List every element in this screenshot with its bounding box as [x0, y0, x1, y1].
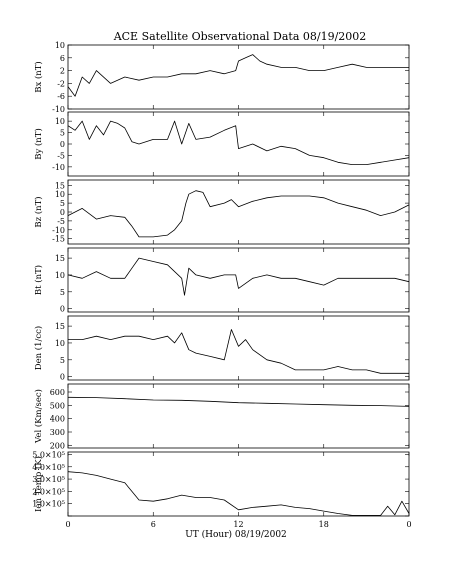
- y-tick-label: 5.0×10⁵: [32, 450, 65, 459]
- y-tick-label: 3.0×10⁵: [32, 475, 65, 484]
- panel-frame: [67, 44, 410, 110]
- figure-title: ACE Satellite Observational Data 08/19/2…: [113, 30, 367, 43]
- y-tick-label: -10: [52, 163, 65, 172]
- y-axis-label: Bt (nT): [33, 265, 44, 295]
- y-tick-label: 5: [60, 356, 65, 365]
- series-line-temp: [67, 471, 410, 516]
- x-tick-label: 18: [319, 520, 329, 529]
- series-line-bt: [67, 257, 410, 296]
- panel-frame: [67, 451, 410, 517]
- y-tick-label: 0: [60, 140, 65, 149]
- y-tick-label: 6: [60, 54, 65, 63]
- y-tick-label: -2: [57, 79, 65, 88]
- panel-by: -10 -5 0 5 10 By (nT): [33, 111, 410, 177]
- series-line-bx: [67, 54, 409, 97]
- y-tick-label: 200: [50, 441, 65, 450]
- panel-temp: 1.0×10⁵ 2.0×10⁵ 3.0×10⁵ 4.0×10⁵ 5.0×10⁵ 0 6 12 1…: [32, 450, 411, 529]
- panel-vel: 200 300 400 500 600 Vel (Km/sec): [33, 383, 410, 450]
- panel-frame: [67, 179, 410, 245]
- y-tick-label: 4.0×10⁵: [32, 463, 65, 472]
- y-tick-label: 5: [60, 288, 65, 297]
- y-axis-label: By (nT): [33, 128, 44, 160]
- y-tick-label: 500: [50, 401, 65, 410]
- series-line-bz: [67, 190, 410, 238]
- panel-bx: -10 -6 -2 2 6 10 Bx (nT): [33, 41, 410, 114]
- x-tick-label: 0: [65, 520, 70, 529]
- x-tick-label: 12: [233, 520, 243, 529]
- y-tick-label: 300: [50, 428, 65, 437]
- y-axis-label: Bx (nT): [33, 61, 44, 93]
- panel-frame: [67, 315, 410, 381]
- y-tick-label: 2.0×10⁵: [32, 487, 65, 496]
- y-tick-label: 0: [60, 305, 65, 314]
- y-tick-label: 400: [50, 415, 65, 424]
- x-tick-label: 6: [151, 520, 156, 529]
- y-tick-label: 10: [55, 190, 65, 199]
- y-tick-label: -15: [52, 235, 65, 244]
- y-tick-label: 1.0×10⁵: [32, 500, 65, 509]
- panel-frame: [67, 111, 410, 177]
- y-tick-label: 15: [55, 181, 65, 190]
- series-line-den: [68, 329, 409, 374]
- y-tick-label: 10: [55, 339, 65, 348]
- y-axis-label: Bz (nT): [33, 196, 44, 227]
- y-tick-label: -10: [52, 226, 65, 235]
- y-tick-label: 10: [55, 271, 65, 280]
- y-tick-label: 15: [55, 254, 65, 263]
- y-axis-label: Ion Temp (K): [33, 456, 44, 512]
- panel-bt: 0 5 10 15 Bt (nT): [33, 247, 410, 314]
- panel-frame: [67, 247, 410, 313]
- y-tick-label: 15: [55, 322, 65, 331]
- x-axis-label: UT (Hour) 08/19/2002: [185, 529, 287, 540]
- y-tick-label: 5: [60, 129, 65, 138]
- y-axis-label: Den (1/cc): [33, 326, 44, 370]
- y-tick-label: 10: [55, 117, 65, 126]
- panel-den: 0 5 10 15 Den (1/cc): [33, 315, 410, 382]
- y-tick-label: 600: [50, 388, 65, 397]
- y-tick-label: 5: [60, 199, 65, 208]
- y-tick-label: -5: [57, 217, 65, 226]
- series-line-by: [67, 120, 410, 165]
- y-tick-label: -6: [57, 92, 65, 101]
- series-line-vel: [67, 396, 410, 407]
- y-axis-label: Vel (Km/sec): [33, 389, 44, 444]
- y-tick-label: -5: [57, 151, 65, 160]
- panel-frame: [67, 383, 410, 449]
- y-tick-label: 10: [55, 41, 65, 50]
- y-tick-label: 2: [60, 67, 65, 76]
- y-tick-label: 0: [60, 373, 65, 382]
- x-tick-label: 0: [406, 520, 411, 529]
- y-tick-label: 0: [60, 208, 65, 217]
- y-tick-label: -10: [52, 105, 65, 114]
